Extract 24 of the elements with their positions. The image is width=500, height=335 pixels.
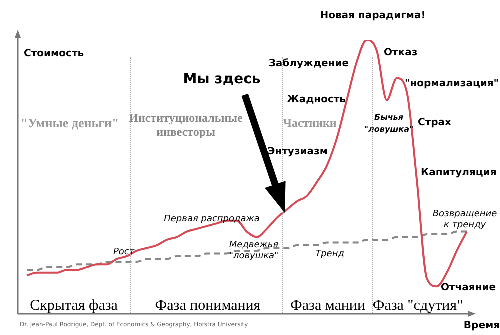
annotation: Мы здесь	[183, 72, 261, 88]
text: Новая парадигма!	[320, 10, 426, 22]
y-axis-title: Стоимость	[24, 48, 84, 60]
annotation: Страх	[418, 118, 452, 129]
annotation: Институциональные инвесторы	[129, 111, 244, 140]
series-label: Тренд	[316, 249, 344, 260]
annotation: Энтузиазм	[268, 146, 328, 158]
annotation: "нормализация"	[405, 78, 500, 90]
annotation: Отчаяние	[441, 282, 496, 294]
annotation: Капитуляция	[421, 168, 497, 179]
annotation: Фаза мании	[290, 298, 366, 314]
annotation: Жадность	[287, 94, 346, 106]
annotation: Первая распродажа	[164, 214, 260, 224]
annotation: "Умные деньги"	[20, 115, 120, 130]
annotation: Скрытая фаза	[30, 298, 118, 314]
annotation: Медвежья "ловушка"	[229, 240, 280, 262]
annotation: Возвращение к тренду	[432, 209, 498, 230]
annotation: Фаза понимания	[155, 298, 261, 314]
annotation: Заблуждение	[268, 58, 350, 70]
annotation: Фаза "сдутия"	[372, 298, 464, 314]
annotation: Рост	[113, 247, 136, 258]
annotation: Отказ	[384, 48, 418, 59]
x-axis-title: Время	[464, 320, 500, 332]
annotation: Частники	[283, 116, 337, 130]
